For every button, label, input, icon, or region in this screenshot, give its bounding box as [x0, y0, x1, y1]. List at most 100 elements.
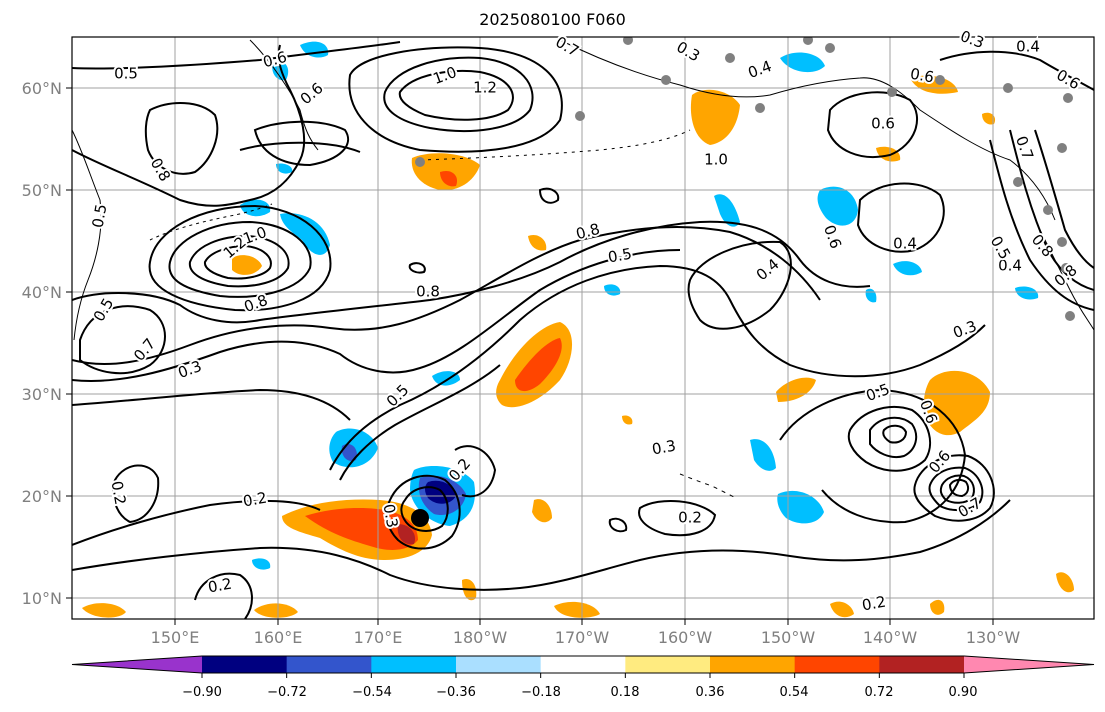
colorbar-segment — [456, 656, 542, 673]
contour-line — [608, 517, 628, 533]
lat-tick-label: 10°N — [22, 589, 62, 608]
shade-patch — [280, 213, 330, 255]
contour-line — [72, 388, 351, 421]
colorbar-segment — [625, 656, 711, 673]
shade-patch — [440, 170, 458, 187]
contour-label: 0.2 — [207, 575, 234, 597]
contour-line — [948, 478, 970, 498]
contour-line — [928, 466, 984, 512]
contour-label: 0.2 — [108, 480, 130, 507]
shade-patch — [232, 255, 262, 275]
contour-line — [856, 182, 945, 253]
contour-label: 0.3 — [673, 38, 703, 66]
station-dot — [1061, 263, 1071, 273]
shade-patch — [397, 524, 416, 545]
contour-label: 0.6 — [820, 223, 845, 252]
longitude-labels: 150°E 160°E 170°E 180°W 170°W 160°W 150°… — [151, 628, 1021, 647]
contour-label: 1.0 — [431, 63, 460, 88]
contour-label: 0.5 — [383, 381, 413, 411]
colorbar-tick-label: 0.72 — [865, 685, 894, 700]
gridlines — [72, 37, 1094, 619]
latitude-labels: 60°N 50°N 40°N 30°N 20°N 10°N — [22, 79, 62, 608]
contour-label: 0.6 — [871, 115, 895, 133]
shade-patch — [425, 480, 456, 504]
contour-label: 0.6 — [297, 79, 327, 108]
contour-line — [329, 264, 986, 471]
contour-line — [454, 445, 497, 498]
contour-line — [687, 240, 792, 330]
shade-patch — [714, 194, 740, 227]
contour-line — [112, 464, 160, 524]
colorbar-tick-label: −0.90 — [182, 685, 222, 700]
contour-label: 0.5 — [90, 295, 118, 325]
contour-label: 0.5 — [864, 380, 893, 405]
contour-label: 0.4 — [1016, 38, 1040, 56]
station-dot — [623, 37, 633, 45]
contour-line — [72, 499, 321, 546]
contour-line — [385, 474, 461, 550]
colorbar — [71, 655, 1095, 678]
contour-label: 0.3 — [958, 27, 987, 52]
shade-patch — [1015, 286, 1039, 300]
colorbar-tick-label: 0.36 — [696, 685, 725, 700]
lon-tick-label: 160°E — [254, 628, 303, 647]
contour-label: 0.5 — [607, 245, 634, 267]
shade-patch — [604, 284, 621, 296]
contour-label: 0.8 — [574, 220, 602, 244]
colorbar-tick-label: −0.54 — [352, 685, 392, 700]
coastline-north-america — [1039, 229, 1094, 331]
lat-tick-label: 30°N — [22, 385, 62, 404]
contour-line — [939, 474, 975, 504]
station-dot — [935, 75, 945, 85]
coastlines — [72, 39, 1094, 499]
lon-tick-label: 140°W — [863, 628, 918, 647]
contour-label: 0.6 — [909, 65, 936, 87]
contour-line — [869, 416, 918, 458]
coastline-asia — [72, 129, 102, 341]
lon-tick-label: 150°E — [151, 628, 200, 647]
contour-line — [400, 486, 449, 532]
contour-line — [239, 141, 361, 153]
contour-line — [72, 220, 871, 324]
contour-label: 0.2 — [242, 489, 269, 511]
contour-line — [1009, 129, 1094, 291]
station-dot — [1013, 177, 1023, 187]
station-dot — [1065, 311, 1075, 321]
colorbar-segment — [794, 656, 880, 673]
station-dot — [803, 37, 813, 45]
contour-label: 0.8 — [1051, 261, 1081, 290]
lat-tick-label: 20°N — [22, 487, 62, 506]
shade-patch — [780, 52, 825, 73]
shade-patch — [252, 558, 271, 570]
coastline-kamchatka — [249, 39, 319, 151]
contour-line — [882, 424, 908, 444]
map-frame — [71, 36, 1095, 620]
station-dot — [661, 75, 671, 85]
lon-tick-label: 150°W — [761, 628, 816, 647]
contour-line — [188, 234, 290, 288]
colorbar-tick-label: 0.90 — [949, 685, 978, 700]
station-dot — [1063, 93, 1073, 103]
coastline-aleutians — [419, 129, 691, 161]
colorbar-tick-label: 0.18 — [611, 685, 640, 700]
contour-lines — [72, 41, 1094, 619]
contour-label: 0.3 — [176, 357, 205, 382]
shade-patch — [865, 288, 877, 303]
shade-patch — [1056, 572, 1074, 593]
contour-line — [148, 204, 332, 312]
shade-patch — [930, 599, 945, 615]
contour-line — [168, 220, 312, 298]
shade-patch — [750, 439, 776, 471]
station-dot — [1057, 143, 1067, 153]
contour-line — [203, 244, 272, 280]
shade-patch — [910, 75, 958, 94]
contour-line — [847, 405, 932, 472]
contour-line — [72, 225, 821, 365]
lon-tick-label: 170°E — [354, 628, 403, 647]
shade-patch — [777, 490, 824, 524]
contour-line — [72, 499, 1011, 591]
lon-tick-label: 160°W — [658, 628, 713, 647]
contour-line — [1034, 129, 1094, 269]
station-dot — [1057, 237, 1067, 247]
shade-patch — [776, 377, 816, 402]
